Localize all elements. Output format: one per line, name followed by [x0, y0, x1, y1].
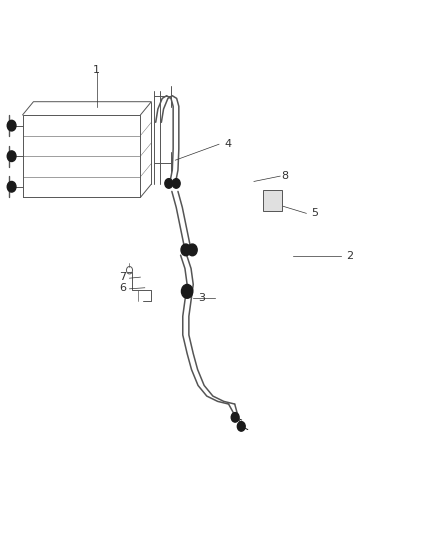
Circle shape — [165, 179, 173, 188]
Text: 3: 3 — [198, 293, 205, 303]
Circle shape — [231, 413, 239, 422]
Circle shape — [181, 285, 193, 298]
Circle shape — [181, 244, 191, 256]
Circle shape — [7, 120, 16, 131]
Text: 8: 8 — [281, 171, 288, 181]
Text: 1: 1 — [93, 65, 100, 75]
Text: 5: 5 — [311, 208, 318, 219]
Text: 7: 7 — [120, 272, 127, 282]
Text: 4: 4 — [224, 139, 231, 149]
Circle shape — [172, 179, 180, 188]
Text: 6: 6 — [120, 283, 127, 293]
Circle shape — [187, 244, 197, 256]
Circle shape — [7, 151, 16, 161]
Circle shape — [7, 181, 16, 192]
Bar — [263, 190, 283, 211]
Text: 2: 2 — [346, 251, 353, 261]
Circle shape — [237, 422, 245, 431]
